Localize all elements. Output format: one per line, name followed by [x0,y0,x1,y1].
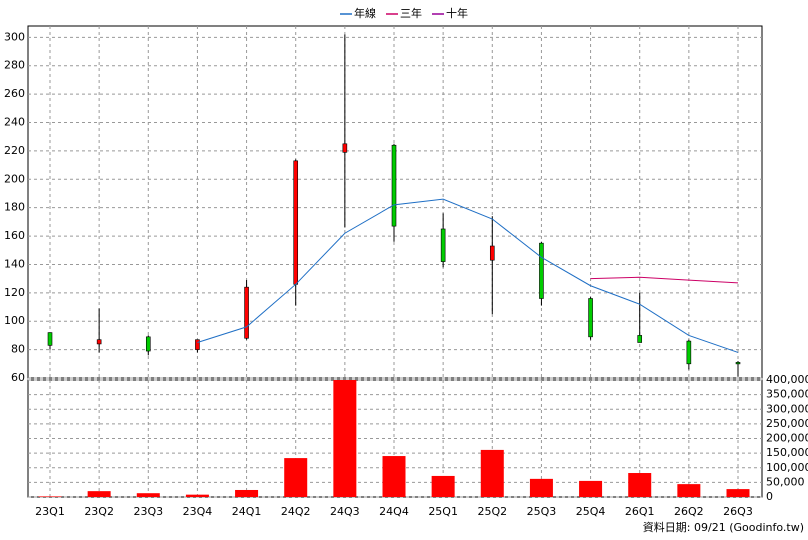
x-tick-label: 26Q2 [674,505,704,518]
volume-bar [136,493,160,497]
legend-label: 十年 [446,6,468,20]
y-tick-label: 300 [4,30,25,43]
candle-body [440,228,446,262]
candle-body [686,340,692,365]
x-tick-label: 24Q2 [281,505,311,518]
y-tick-label: 260 [4,87,25,100]
y-tick-label: 200 [4,172,25,185]
candle-body [145,336,151,352]
y-tick-label: 280 [4,59,25,72]
x-tick-label: 26Q3 [723,505,753,518]
y-tick-label: 140 [4,257,25,270]
x-tick-label: 25Q3 [527,505,557,518]
volume-bar [382,456,406,497]
y-tick-label: 160 [4,229,25,242]
candle-body [588,298,593,338]
volume-bar [284,458,308,497]
candle-body [489,245,495,261]
series-line [197,198,739,353]
y-tick-label: 120 [4,286,25,299]
volume-bar [333,380,357,497]
volume-bar [628,473,652,497]
candle-body [342,143,348,153]
y-tick-label: 180 [4,201,25,214]
y-tick-label: 80 [11,343,25,356]
volume-bar [185,494,209,497]
x-tick-label: 24Q1 [232,505,262,518]
x-tick-label: 23Q2 [84,505,114,518]
volume-bar [677,484,701,497]
legend-label: 年線 [354,6,376,20]
y2-tick-label: 300,000 [766,402,808,415]
candle-body [539,242,544,299]
volume-bar [726,489,750,497]
x-tick-label: 25Q4 [576,505,606,518]
x-tick-label: 23Q3 [133,505,163,518]
volume-bar [529,478,553,497]
candle-body [637,335,643,343]
candle-body [391,144,397,227]
y2-tick-label: 100,000 [766,461,808,474]
volume-bar [579,480,603,497]
candle-body [293,160,299,285]
y2-tick-label: 150,000 [766,446,808,459]
y2-tick-label: 200,000 [766,432,808,445]
y2-tick-label: 350,000 [766,388,808,401]
volume-bar [431,475,455,497]
x-tick-label: 25Q1 [428,505,458,518]
y-tick-label: 240 [4,116,25,129]
volume-bar [87,491,111,497]
candle-body [735,362,741,365]
y2-tick-label: 400,000 [766,373,808,386]
y-tick-label: 220 [4,144,25,157]
y-tick-label: 100 [4,314,25,327]
footer: 資料日期: 09/21 (Goodinfo.tw) [643,520,804,534]
x-tick-label: 25Q2 [477,505,507,518]
y-tick-label: 60 [11,371,25,384]
volume-bar [235,489,259,497]
x-tick-label: 24Q3 [330,505,360,518]
series-line [590,276,739,284]
x-tick-label: 24Q4 [379,505,409,518]
candle-body [195,339,200,350]
volume-bar [480,449,504,497]
y2-tick-label: 50,000 [766,475,805,488]
candle-body [244,286,249,339]
x-tick-label: 26Q1 [625,505,655,518]
candle-body [47,332,53,346]
y2-tick-label: 0 [766,490,773,503]
volume-bar [38,496,62,497]
y2-tick-label: 250,000 [766,417,808,430]
candle-body [96,339,102,345]
legend-label: 三年 [400,6,422,20]
x-tick-label: 23Q1 [35,505,65,518]
x-tick-label: 23Q4 [183,505,213,518]
